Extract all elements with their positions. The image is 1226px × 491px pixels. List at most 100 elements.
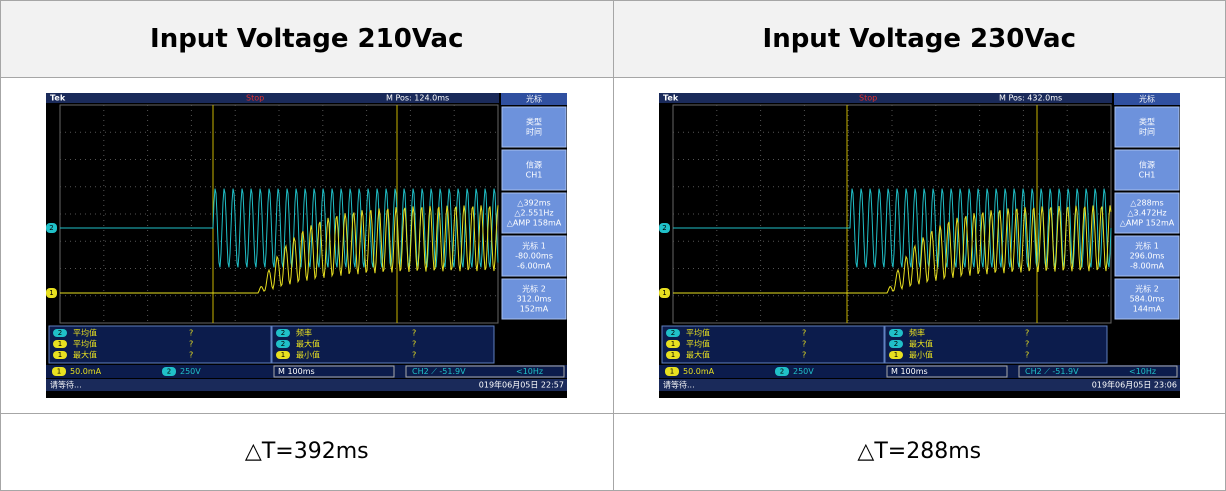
- menu-text: 类型: [1139, 116, 1155, 126]
- channel-scale: 50.0mA: [70, 367, 102, 376]
- menu-text: 312.0ms: [517, 294, 552, 303]
- status: 请等待...: [50, 379, 82, 389]
- badge-label: 2: [780, 367, 784, 375]
- measurement-name: 最小值: [296, 349, 320, 359]
- trigger: CH2 ⟋ -51.9V: [1025, 367, 1079, 376]
- brand: Tek: [663, 93, 679, 102]
- menu-text: 光标 1: [522, 240, 546, 250]
- menu-text: 584.0ms: [1129, 294, 1164, 303]
- menu-text: 时间: [1139, 126, 1155, 136]
- measurement-name: 最大值: [909, 338, 933, 348]
- measurement-value: ?: [802, 328, 806, 337]
- badge-label: 1: [57, 367, 61, 375]
- measurement-name: 平均值: [686, 327, 710, 337]
- header-cell: Input Voltage 210Vac: [1, 1, 614, 78]
- run-state: Stop: [859, 93, 877, 102]
- menu-text: -8.00mA: [1130, 261, 1164, 270]
- timebase: M 100ms: [891, 367, 928, 376]
- menu-text: 信源: [1139, 159, 1155, 169]
- status: 请等待...: [663, 379, 695, 389]
- menu-text: 光标 2: [522, 283, 546, 293]
- measurement-name: 最小值: [909, 349, 933, 359]
- channel-scale: 250V: [180, 367, 201, 376]
- badge-label: 1: [58, 340, 62, 348]
- timebase: M 100ms: [278, 367, 315, 376]
- footer-cell: △T=392ms: [1, 413, 614, 490]
- menu-text: 类型: [526, 116, 542, 126]
- menu-text: 152mA: [520, 304, 549, 313]
- measurement-value: ?: [189, 328, 193, 337]
- trigger-freq: <10Hz: [516, 367, 543, 376]
- channel-scale: 250V: [793, 367, 814, 376]
- channel-marker-label: 1: [662, 289, 666, 297]
- channel-marker-label: 2: [662, 224, 666, 232]
- badge-label: 2: [281, 329, 285, 337]
- measurement-name: 平均值: [73, 327, 97, 337]
- measurement-value: ?: [412, 350, 416, 359]
- menu-text: CH1: [526, 170, 543, 179]
- measurement-value: ?: [412, 339, 416, 348]
- menu-title: 光标: [526, 93, 542, 103]
- datetime: 019年06月05日 22:57: [479, 379, 564, 389]
- menu-text: △392ms: [518, 198, 551, 207]
- badge-label: 1: [671, 351, 675, 359]
- trigger: CH2 ⟋ -51.9V: [412, 367, 466, 376]
- measurement-name: 最大值: [73, 349, 97, 359]
- comparison-table: Input Voltage 210VacInput Voltage 230Vac…: [0, 0, 1226, 491]
- badge-label: 1: [58, 351, 62, 359]
- brand: Tek: [50, 93, 66, 102]
- channel-scale: 50.0mA: [683, 367, 715, 376]
- measurement-name: 平均值: [686, 338, 710, 348]
- measurement-value: ?: [189, 350, 193, 359]
- badge-label: 2: [894, 329, 898, 337]
- measurement-value: ?: [1025, 339, 1029, 348]
- menu-text: △288ms: [1130, 198, 1163, 207]
- badge-label: 2: [281, 340, 285, 348]
- trigger-freq: <10Hz: [1129, 367, 1156, 376]
- menu-text: 光标 1: [1135, 240, 1159, 250]
- badge-label: 2: [894, 340, 898, 348]
- menu-title: 光标: [1139, 93, 1155, 103]
- menu-text: -80.00ms: [515, 251, 553, 260]
- footer-cell: △T=288ms: [613, 413, 1226, 490]
- badge-label: 2: [167, 367, 171, 375]
- badge-label: 2: [671, 329, 675, 337]
- measurement-value: ?: [1025, 328, 1029, 337]
- menu-text: △2.551Hz: [515, 208, 554, 217]
- menu-text: 光标 2: [1135, 283, 1159, 293]
- menu-text: △3.472Hz: [1127, 208, 1166, 217]
- menu-text: △AMP 158mA: [507, 218, 562, 227]
- header-cell: Input Voltage 230Vac: [613, 1, 1226, 78]
- run-state: Stop: [246, 93, 264, 102]
- measurement-name: 平均值: [73, 338, 97, 348]
- menu-text: △AMP 152mA: [1120, 218, 1175, 227]
- menu-text: -6.00mA: [517, 261, 551, 270]
- menu-text: 信源: [526, 159, 542, 169]
- badge-label: 1: [670, 367, 674, 375]
- channel-marker-label: 1: [50, 289, 54, 297]
- measurement-value: ?: [1025, 350, 1029, 359]
- measurement-name: 频率: [296, 327, 312, 337]
- page: Input Voltage 210VacInput Voltage 230Vac…: [0, 0, 1226, 491]
- menu-text: 时间: [526, 126, 542, 136]
- badge-label: 1: [894, 351, 898, 359]
- datetime: 019年06月05日 23:06: [1092, 379, 1177, 389]
- badge-label: 2: [58, 329, 62, 337]
- measurement-name: 最大值: [296, 338, 320, 348]
- measurement-name: 最大值: [686, 349, 710, 359]
- menu-text: 144mA: [1132, 304, 1161, 313]
- measurement-value: ?: [189, 339, 193, 348]
- menu-text: 296.0ms: [1129, 251, 1164, 260]
- measurement-value: ?: [802, 339, 806, 348]
- channel-marker-label: 2: [50, 224, 54, 232]
- badge-label: 1: [281, 351, 285, 359]
- measurement-value: ?: [412, 328, 416, 337]
- menu-text: CH1: [1138, 170, 1155, 179]
- position: M Pos: 124.0ms: [386, 93, 449, 102]
- measurement-name: 频率: [909, 327, 925, 337]
- measurement-value: ?: [802, 350, 806, 359]
